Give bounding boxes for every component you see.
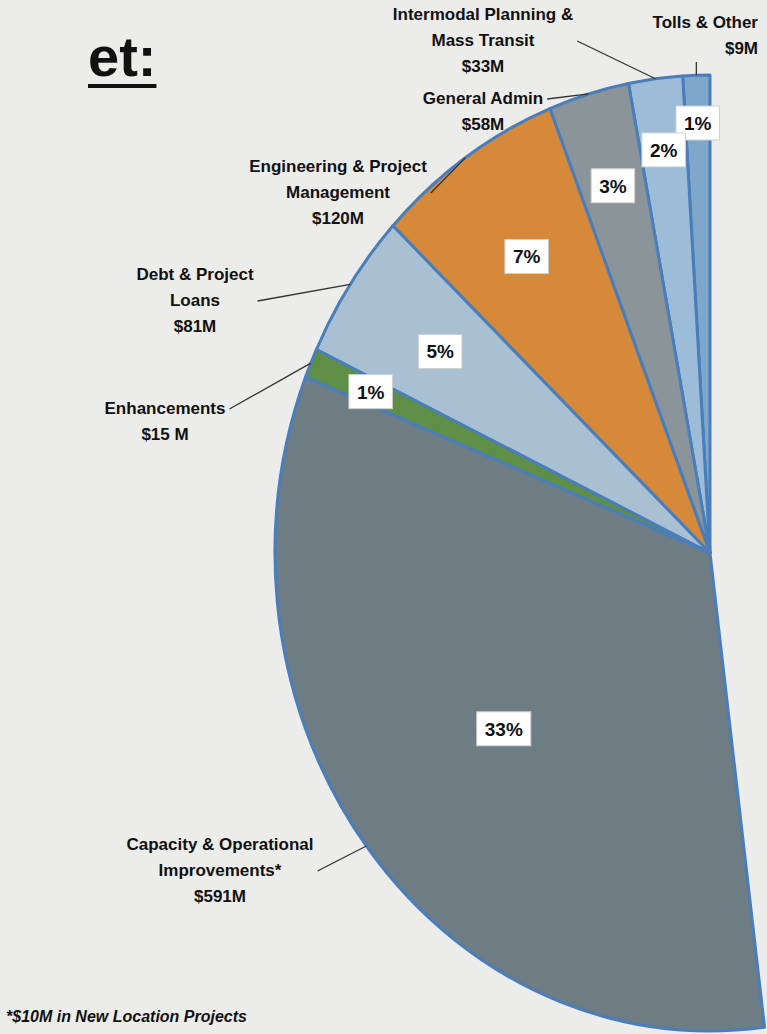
labels: Tolls & Other $9M Intermodal Planning & Mas… — [105, 5, 759, 906]
slice-label: Enhancements $15 M — [105, 399, 226, 444]
leader-line — [229, 363, 310, 409]
category-label: Capacity & Operational — [126, 835, 313, 854]
amount-label: $81M — [174, 317, 217, 336]
title: et: — [88, 25, 156, 88]
category-label: Loans — [170, 291, 220, 310]
leader-line — [547, 94, 588, 99]
value-label: 7% — [513, 246, 541, 267]
value-label-box — [418, 334, 461, 368]
value-label-box — [349, 375, 392, 409]
leader-line — [258, 284, 351, 301]
chart: et: Tolls & Other $9M Intermodal Planning &… — [0, 0, 767, 1034]
value-label-box — [591, 169, 634, 203]
value-label: 2% — [650, 140, 678, 161]
slice-label: Capacity & Operational Improvements* $591M — [126, 835, 313, 906]
footnote: *$10M in New Location Projects — [6, 1008, 247, 1025]
slice-label: General Admin $58M — [423, 89, 543, 134]
category-label: General Admin — [423, 89, 543, 108]
leader-line — [577, 41, 655, 79]
value-label: 3% — [599, 176, 627, 197]
amount-label: $9M — [725, 39, 758, 58]
category-label: Mass Transit — [432, 31, 535, 50]
title-underline — [88, 84, 156, 88]
value-label: 5% — [426, 341, 454, 362]
amount-label: $15 M — [141, 425, 188, 444]
category-label: Engineering & Project — [249, 157, 427, 176]
leader-line — [696, 62, 697, 75]
category-label: Intermodal Planning & — [393, 5, 573, 24]
amount-label: $120M — [312, 209, 364, 228]
value-label-box — [642, 133, 685, 167]
slice — [275, 377, 765, 1031]
category-label: Improvements* — [159, 861, 282, 880]
amount-label: $33M — [462, 57, 505, 76]
value-label: 1% — [684, 113, 712, 134]
value-label: 33% — [485, 719, 523, 740]
category-label: Tolls & Other — [653, 13, 759, 32]
slices — [275, 75, 765, 1031]
category-label: Debt & Project — [136, 265, 253, 284]
value-label: 1% — [357, 382, 385, 403]
category-label: Enhancements — [105, 399, 226, 418]
slice-label: Engineering & Project Management $120M — [249, 157, 427, 228]
value-label-box — [477, 712, 531, 746]
slice-label: Debt & Project Loans $81M — [136, 265, 253, 336]
category-label: Management — [286, 183, 390, 202]
slice-label: Tolls & Other $9M — [653, 13, 759, 58]
slice-label: Intermodal Planning & Mass Transit $33M — [393, 5, 573, 76]
amount-label: $591M — [194, 887, 246, 906]
background — [0, 0, 767, 1034]
leader-line — [318, 846, 367, 871]
amount-label: $58M — [462, 115, 505, 134]
leader-line — [431, 158, 466, 193]
value-label-box — [505, 239, 548, 273]
